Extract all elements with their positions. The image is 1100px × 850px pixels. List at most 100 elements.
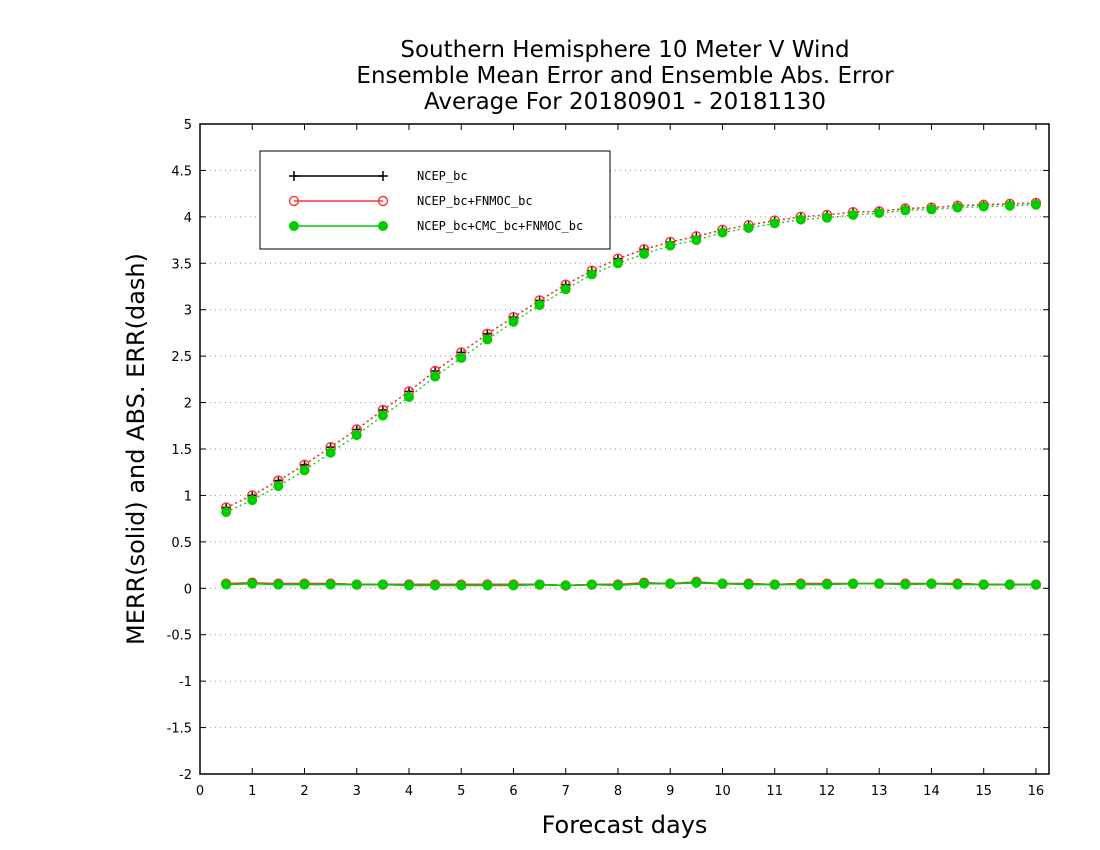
legend: NCEP_bc NCEP_bc+FNMOC_bc NCEP_bc+CMC_bc+FN… <box>259 150 611 250</box>
merr-point <box>430 580 441 591</box>
abs-err-point <box>900 205 911 216</box>
abs-err-point <box>874 208 885 219</box>
merr-point <box>900 579 911 590</box>
abs-err-point <box>299 465 310 476</box>
x-tick-label: 5 <box>457 784 465 799</box>
abs-err-point <box>273 481 284 492</box>
merr-point <box>508 580 519 591</box>
abs-err-point <box>612 258 623 269</box>
x-tick-label: 6 <box>509 784 517 799</box>
abs-err-point <box>821 212 832 223</box>
merr-point <box>848 578 859 589</box>
x-tick-label: 12 <box>819 784 836 799</box>
abs-err-point <box>639 249 650 259</box>
series-NCEP_bc <box>221 197 1041 591</box>
abs-err-point <box>978 201 989 212</box>
series-NCEP_bc+CMC_bc+FNMOC_bc <box>221 199 1041 591</box>
merr-point <box>978 579 989 590</box>
merr-point <box>639 578 650 589</box>
abs-err-point <box>926 204 937 215</box>
y-tick-label: -1 <box>179 675 192 690</box>
merr-point <box>795 579 806 590</box>
merr-point <box>874 578 885 589</box>
abs-err-point <box>952 202 963 213</box>
chart-title-line-1: Southern Hemisphere 10 Meter V Wind <box>400 37 850 63</box>
abs-err-point <box>351 430 362 441</box>
x-tick-label: 9 <box>666 784 674 799</box>
x-tick-label: 15 <box>975 784 992 799</box>
x-tick-label: 10 <box>714 784 731 799</box>
y-tick-label: 2.5 <box>171 350 192 365</box>
merr-point <box>299 579 310 590</box>
merr-point <box>952 579 963 590</box>
abs-err-point <box>795 214 806 225</box>
merr-point <box>769 579 780 590</box>
y-tick-label: 0 <box>184 582 192 597</box>
abs-err-point <box>221 507 232 518</box>
abs-err-point <box>665 240 676 251</box>
y-tick-label: 0.5 <box>171 536 192 551</box>
x-tick-label: 0 <box>196 784 204 799</box>
merr-point <box>534 579 545 590</box>
x-tick-label: 8 <box>614 784 622 799</box>
abs-err-point <box>848 210 859 220</box>
merr-point <box>717 578 728 589</box>
merr-point <box>691 577 702 588</box>
x-tick-label: 16 <box>1028 784 1045 799</box>
abs-err-point <box>1004 200 1015 211</box>
merr-point <box>612 580 623 591</box>
merr-point <box>273 579 284 590</box>
merr-point <box>377 579 388 590</box>
merr-point <box>665 578 676 589</box>
abs-err-point <box>691 235 702 246</box>
abs-err-line <box>225 204 1036 513</box>
abs-err-point <box>743 223 754 233</box>
abs-err-point <box>560 284 571 295</box>
y-tick-label: 3.5 <box>171 257 192 272</box>
x-tick-label: 4 <box>405 784 413 799</box>
merr-point <box>743 579 754 590</box>
legend-label: NCEP_bc <box>417 169 468 183</box>
abs-err-point <box>377 410 388 421</box>
x-tick-label: 2 <box>300 784 308 799</box>
x-tick-label: 14 <box>923 784 940 799</box>
x-tick-label: 1 <box>248 784 256 799</box>
chart-title-line-3: Average For 20180901 - 20181130 <box>423 89 827 115</box>
y-tick-label: -0.5 <box>167 629 192 644</box>
abs-err-point <box>325 447 336 458</box>
y-tick-label: 1.5 <box>171 443 192 458</box>
chart-title-line-2: Ensemble Mean Error and Ensemble Abs. Er… <box>356 63 894 89</box>
merr-point <box>1030 579 1041 590</box>
y-tick-label: 1 <box>184 489 192 504</box>
abs-err-point <box>482 334 493 345</box>
abs-err-point <box>430 371 441 382</box>
y-tick-label: -1.5 <box>167 722 192 737</box>
merr-point <box>586 579 597 590</box>
y-tick-label: 3 <box>184 304 192 319</box>
merr-point <box>247 578 258 589</box>
legend-marker <box>288 195 300 207</box>
y-tick-label: 5 <box>184 118 192 133</box>
legend-marker <box>378 221 388 231</box>
merr-point <box>560 580 571 591</box>
legend-label: NCEP_bc+FNMOC_bc <box>417 194 533 208</box>
abs-err-point <box>403 392 414 402</box>
series-NCEP_bc+FNMOC_bc <box>220 197 1042 591</box>
legend-label: NCEP_bc+CMC_bc+FNMOC_bc <box>417 219 583 233</box>
abs-err-point <box>586 269 597 280</box>
abs-err-point <box>247 495 258 506</box>
abs-err-point <box>456 353 467 363</box>
merr-point <box>456 580 467 591</box>
merr-point <box>821 579 832 590</box>
abs-err-point <box>534 300 545 311</box>
merr-point <box>403 580 414 591</box>
x-tick-label: 7 <box>562 784 570 799</box>
y-tick-label: 4 <box>184 211 192 226</box>
abs-err-point <box>508 316 519 327</box>
merr-point <box>325 579 336 590</box>
x-axis-label: Forecast days <box>542 811 708 839</box>
x-tick-label: 11 <box>766 784 783 799</box>
x-tick-label: 13 <box>871 784 888 799</box>
merr-point <box>926 578 937 589</box>
